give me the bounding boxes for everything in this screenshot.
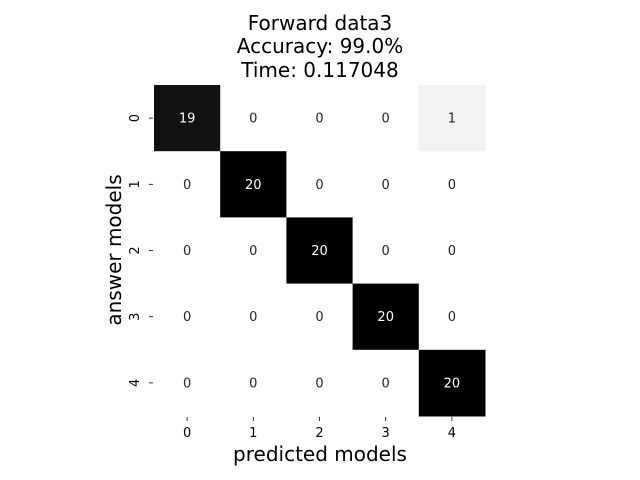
x-tick-label: 4	[448, 426, 456, 441]
cell-value-label: 0	[382, 376, 390, 391]
x-axis-label: predicted models	[233, 442, 407, 466]
cell-value-label: 0	[315, 376, 323, 391]
heatmap-cell	[418, 151, 486, 218]
cell-value-label: 19	[179, 112, 196, 127]
cell-value-label: 20	[311, 244, 328, 259]
y-tick-label: 2	[128, 246, 143, 254]
cell-labels: 19 0 0 0 10 20 0 0 00 0 20 0 00 0 0 20 00 0 0 0 20	[179, 112, 460, 392]
heatmap-cell	[352, 85, 420, 152]
heatmap-cell	[352, 283, 420, 351]
cell-value-label: 0	[315, 178, 323, 193]
heatmap-cell	[352, 217, 420, 285]
y-tick-label: 0	[128, 114, 143, 122]
cell-value-label: 0	[448, 178, 456, 193]
cell-value-label: 0	[249, 112, 257, 127]
heatmap-cells	[154, 85, 486, 417]
title-line-3: Time: 0.117048	[240, 58, 398, 82]
y-axis-ticks: 0 1 2 3 4	[128, 114, 153, 387]
cell-value-label: 0	[249, 310, 257, 325]
cell-value-label: 0	[183, 310, 191, 325]
heatmap-cell	[220, 217, 287, 285]
y-tick-label: 3	[128, 313, 143, 321]
x-axis-ticks: 0 1 2 3 4	[183, 417, 456, 441]
cell-value-label: 0	[183, 376, 191, 391]
cell-value-label: 20	[377, 310, 394, 325]
heatmap-cell	[418, 85, 486, 152]
heatmap-cell	[220, 349, 287, 417]
x-tick-label: 1	[249, 426, 257, 441]
heatmap-cell	[286, 349, 354, 417]
y-tick-label: 4	[128, 379, 143, 387]
cell-value-label: 0	[315, 310, 323, 325]
heatmap-cell	[418, 349, 486, 417]
cell-value-label: 0	[382, 112, 390, 127]
heatmap-cell	[286, 283, 354, 351]
heatmap-cell	[220, 85, 287, 152]
x-tick-label: 0	[183, 426, 191, 441]
heatmap-cell	[286, 151, 354, 218]
heatmap-cell	[154, 283, 221, 351]
heatmap-cell	[154, 85, 221, 152]
cell-value-label: 0	[183, 178, 191, 193]
heatmap-cell	[352, 349, 420, 417]
heatmap-cell	[154, 151, 221, 218]
title-line-1: Forward data3	[248, 11, 393, 35]
title-line-2: Accuracy: 99.0%	[237, 34, 403, 58]
cell-value-label: 20	[444, 376, 461, 391]
heatmap-cell	[418, 217, 486, 285]
cell-value-label: 0	[249, 376, 257, 391]
heatmap-cell	[154, 349, 221, 417]
heatmap-cell	[418, 283, 486, 351]
cell-value-label: 0	[249, 244, 257, 259]
heatmap-cell	[286, 217, 354, 285]
heatmap-cell	[220, 283, 287, 351]
heatmap-cell	[352, 151, 420, 218]
cell-value-label: 0	[448, 244, 456, 259]
heatmap-cell	[220, 151, 287, 218]
heatmap-cell	[154, 217, 221, 285]
cell-value-label: 1	[448, 112, 456, 127]
cell-value-label: 0	[315, 112, 323, 127]
cell-value-label: 20	[245, 178, 262, 193]
y-axis-label: answer models	[102, 174, 126, 325]
x-tick-label: 2	[315, 426, 323, 441]
chart-title: Forward data3 Accuracy: 99.0% Time: 0.11…	[237, 11, 403, 82]
cell-value-label: 0	[382, 178, 390, 193]
x-tick-label: 3	[382, 426, 390, 441]
cell-value-label: 0	[448, 310, 456, 325]
heatmap-cell	[286, 85, 354, 152]
cell-value-label: 0	[382, 244, 390, 259]
cell-value-label: 0	[183, 244, 191, 259]
y-tick-label: 1	[128, 180, 143, 188]
